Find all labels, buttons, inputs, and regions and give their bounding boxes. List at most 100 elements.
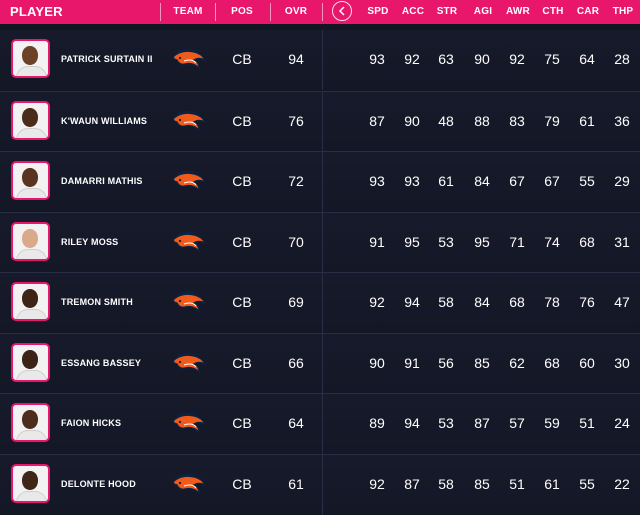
player-name: TREMON SMITH: [61, 297, 133, 307]
player-position: CB: [232, 354, 252, 371]
header-stat-str[interactable]: STR: [436, 6, 458, 17]
player-name: PATRICK SURTAIN II: [61, 54, 153, 64]
header-divider: [160, 3, 161, 21]
player-overall: 69: [288, 294, 304, 310]
stat-cth: 59: [544, 415, 560, 431]
stat-acc: 93: [404, 173, 420, 189]
player-row[interactable]: ESSANG BASSEY CB 66 90 91 56 85 62 68 60 30: [0, 332, 640, 394]
stat-car: 55: [579, 173, 595, 189]
stat-car: 68: [579, 233, 595, 250]
player-avatar: [11, 221, 50, 261]
broncos-logo-icon: [172, 352, 207, 374]
header-divider: [322, 3, 323, 21]
chevron-left-icon: [338, 6, 345, 16]
header-stat-acc[interactable]: ACC: [401, 6, 425, 17]
player-avatar: [11, 100, 50, 140]
player-overall: 66: [288, 354, 304, 371]
player-row[interactable]: K'WAUN WILLIAMS CB 76 87 90 48 88 83 79 61 36: [0, 90, 640, 152]
player-name: K'WAUN WILLIAMS: [61, 115, 148, 126]
avatar-head: [22, 410, 38, 429]
stat-awr: 68: [509, 294, 525, 310]
avatar-body: [16, 127, 47, 138]
stat-awr: 67: [509, 173, 525, 189]
stat-thp: 31: [614, 233, 630, 250]
player-position: CB: [232, 112, 252, 129]
stat-thp: 36: [614, 112, 630, 129]
player-row[interactable]: TREMON SMITH CB 69 92 94 58 84 68 78 76 47: [0, 272, 640, 333]
stat-acc: 90: [404, 112, 420, 129]
avatar-body: [16, 369, 47, 380]
player-row[interactable]: DAMARRI MATHIS CB 72 93 93 61 84 67 67 55 29: [0, 151, 640, 212]
header-stat-awr[interactable]: AWR: [506, 6, 530, 17]
broncos-logo-icon: [172, 291, 207, 313]
stat-awr: 83: [509, 112, 525, 129]
stat-car: 55: [579, 475, 595, 492]
avatar-head: [22, 107, 38, 127]
header-stat-cth[interactable]: CTH: [542, 6, 564, 17]
stat-cth: 75: [544, 51, 560, 67]
stat-acc: 87: [404, 475, 420, 492]
header-ovr[interactable]: OVR: [284, 6, 308, 17]
stat-cth: 74: [544, 233, 560, 250]
stat-thp: 30: [614, 354, 630, 371]
stat-car: 60: [579, 354, 595, 371]
broncos-logo-icon: [172, 231, 207, 253]
player-row[interactable]: DELONTE HOOD CB 61 92 87 58 85 51 61 55 22: [0, 453, 640, 515]
player-row[interactable]: FAION HICKS CB 64 89 94 53 87 57 59 51 24: [0, 393, 640, 454]
player-name: DAMARRI MATHIS: [61, 176, 143, 186]
avatar-head: [22, 228, 38, 248]
stat-car: 64: [579, 51, 595, 67]
header-stat-spd[interactable]: SPD: [367, 6, 389, 17]
stat-car: 51: [579, 415, 595, 431]
stat-acc: 95: [404, 233, 420, 250]
stat-car: 76: [579, 294, 595, 310]
stat-agi: 88: [474, 112, 490, 129]
header-stat-car[interactable]: CAR: [576, 6, 600, 17]
stat-thp: 22: [614, 475, 630, 492]
stat-spd: 91: [369, 233, 385, 250]
row-divider: [322, 212, 323, 273]
avatar-body: [16, 430, 47, 440]
avatar-body: [16, 66, 47, 76]
stat-agi: 85: [474, 354, 490, 371]
header-team[interactable]: TEAM: [173, 6, 203, 17]
row-divider: [322, 152, 323, 212]
player-row[interactable]: RILEY MOSS CB 70 91 95 53 95 71 74 68 31: [0, 211, 640, 273]
stat-agi: 85: [474, 475, 490, 492]
player-name: ESSANG BASSEY: [61, 357, 142, 368]
stat-agi: 84: [474, 173, 490, 189]
row-divider: [322, 394, 323, 454]
stat-awr: 92: [509, 51, 525, 67]
stat-spd: 89: [369, 415, 385, 431]
stat-acc: 91: [404, 354, 420, 371]
player-avatar: [11, 39, 50, 78]
avatar-body: [16, 490, 47, 501]
collapse-columns-button[interactable]: [332, 1, 352, 21]
player-overall: 70: [288, 233, 304, 250]
broncos-logo-icon: [172, 473, 207, 495]
stat-cth: 78: [544, 294, 560, 310]
header-stat-thp[interactable]: THP: [612, 6, 634, 17]
header-divider: [215, 3, 216, 21]
stat-awr: 51: [509, 475, 525, 492]
avatar-head: [22, 46, 38, 65]
row-divider: [322, 454, 323, 515]
stat-thp: 29: [614, 173, 630, 189]
header-player[interactable]: PLAYER: [10, 4, 63, 19]
player-position: CB: [232, 294, 252, 310]
player-position: CB: [232, 415, 252, 431]
player-position: CB: [232, 51, 252, 67]
stat-agi: 90: [474, 51, 490, 67]
player-name: FAION HICKS: [61, 418, 122, 428]
header-pos[interactable]: POS: [231, 6, 253, 17]
player-avatar: [11, 282, 50, 321]
stat-awr: 71: [509, 233, 525, 250]
header-stat-agi[interactable]: AGI: [473, 6, 493, 17]
stat-agi: 84: [474, 294, 490, 310]
player-avatar: [11, 463, 50, 503]
row-divider: [322, 333, 323, 394]
player-avatar: [11, 342, 50, 382]
stat-spd: 93: [369, 51, 385, 67]
player-row[interactable]: PATRICK SURTAIN II CB 94 93 92 63 90 92 75 64 28: [0, 30, 640, 90]
player-position: CB: [232, 475, 252, 492]
